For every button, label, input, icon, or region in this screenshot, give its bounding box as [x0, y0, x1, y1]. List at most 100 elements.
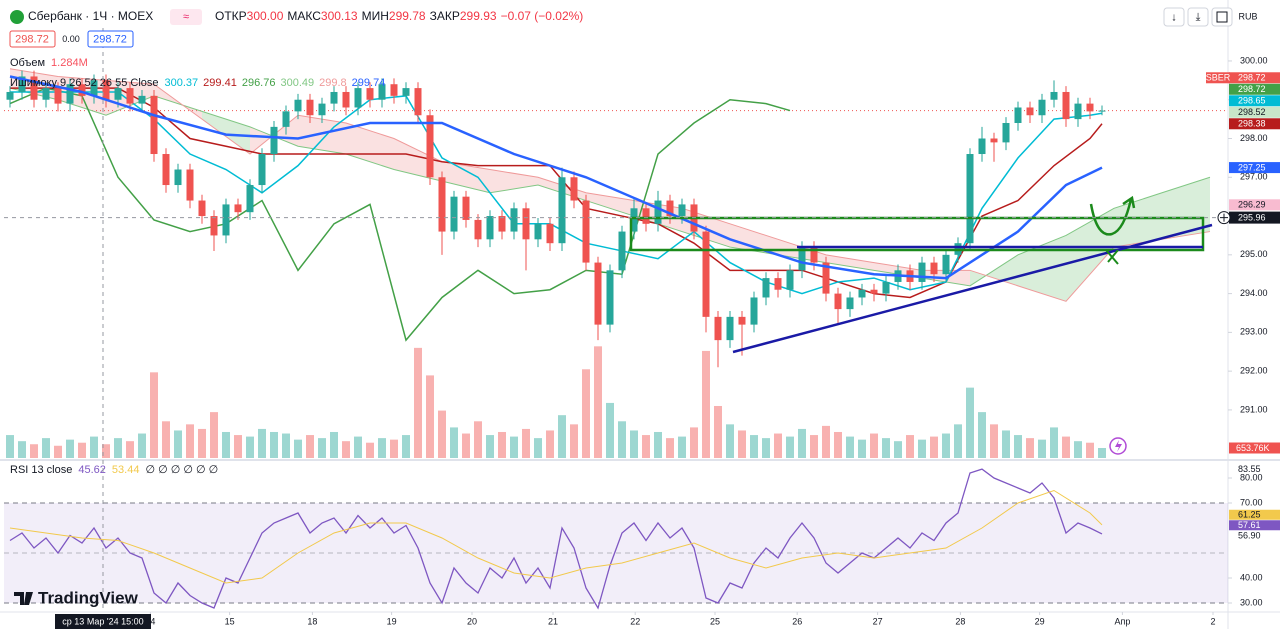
x-tick-label: 26	[792, 616, 802, 626]
candle-body	[78, 84, 86, 96]
drawn-arrow	[1089, 198, 1133, 236]
volume-bar	[534, 438, 542, 458]
x-tick-label: 19	[387, 616, 397, 626]
candle-body	[126, 88, 134, 104]
cloud	[442, 161, 490, 193]
volume-bar	[402, 435, 410, 458]
add-alert-glyph	[1220, 213, 1228, 222]
x-tick-label: 27	[873, 616, 883, 626]
moving-average-line	[9, 75, 1103, 280]
tenkan-line	[10, 91, 1103, 295]
candle-body	[546, 223, 554, 244]
volume-bar	[294, 439, 302, 458]
x-tick-label: 2	[1210, 616, 1215, 626]
volume-bar	[126, 441, 134, 458]
cloud	[1162, 177, 1210, 240]
volume-label-box	[1229, 442, 1280, 454]
candle-body	[162, 154, 170, 186]
volume-bar	[66, 439, 74, 458]
symbol-tag: SBER	[1206, 73, 1231, 83]
cloud	[826, 254, 874, 271]
candle-body	[366, 88, 374, 100]
rsi-legend-value: 45.62	[78, 464, 106, 476]
candle-body	[414, 88, 422, 116]
cloud	[730, 223, 778, 255]
x-tick-label: 25	[710, 616, 720, 626]
candle-body	[198, 200, 206, 217]
rsi-label: 57.61	[1238, 520, 1261, 530]
candle-body	[102, 80, 110, 100]
alert-glyph	[1115, 440, 1122, 452]
candle-body	[462, 196, 470, 220]
price-label-box	[1229, 106, 1280, 118]
toolbar-icon: ↓	[1171, 11, 1177, 23]
candle-body	[258, 154, 266, 186]
candle-body	[534, 223, 542, 240]
candle-body	[294, 99, 302, 112]
symbol-tag-box	[1206, 72, 1230, 84]
rsi-tick-label: 30.00	[1240, 597, 1263, 607]
volume-bar	[462, 433, 470, 458]
volume-bar	[858, 439, 866, 458]
volume-bar	[1014, 435, 1022, 458]
ohlc-value: 299.93	[460, 9, 497, 23]
volume-bar	[978, 412, 986, 458]
volume-bar	[414, 347, 422, 458]
x-tick-label: 29	[1035, 616, 1045, 626]
volume-bar	[918, 439, 926, 458]
drawn-trendline	[732, 223, 1213, 354]
toolbar-button[interactable]	[1187, 7, 1209, 27]
candle-body	[390, 84, 398, 96]
volume-bar	[1086, 442, 1094, 458]
candle-body	[6, 91, 14, 100]
candle-body	[858, 289, 866, 298]
toolbar: ↓ ⤓ RUB	[1163, 7, 1258, 27]
symbol-logo	[10, 10, 24, 24]
crosshair-price-box	[1229, 211, 1280, 224]
price-label-box	[1229, 199, 1280, 211]
candle-body	[1002, 122, 1010, 143]
volume-bar	[1062, 436, 1070, 458]
candle-body	[1086, 103, 1094, 112]
toolbar-button[interactable]	[1211, 7, 1233, 27]
x-tick-label: 18	[307, 616, 317, 626]
rsi-label-box	[1229, 520, 1280, 531]
volume-bar	[306, 435, 314, 458]
currency[interactable]: RUB	[1238, 11, 1257, 21]
bid-price: 298.72	[15, 33, 49, 45]
candle-body	[930, 262, 938, 275]
spread: 0.00	[62, 34, 80, 44]
ask-price: 298.72	[93, 33, 127, 45]
price-label: 298.52	[1238, 107, 1266, 117]
candle-body	[762, 278, 770, 298]
ichimoku-legend-value: 300.37	[165, 77, 199, 89]
volume-bar	[150, 372, 158, 458]
candle-body	[486, 216, 494, 240]
volume-bar	[78, 442, 86, 458]
brand-text: TradingView	[38, 588, 139, 607]
volume-bar	[594, 346, 602, 458]
volume-bar	[906, 435, 914, 458]
ohlc-label: ОТКР	[215, 9, 247, 23]
price-label: 296.29	[1238, 200, 1266, 210]
candle-body	[306, 99, 314, 116]
volume-bar	[426, 375, 434, 458]
volume-bar	[810, 435, 818, 458]
volume-bar	[378, 438, 386, 458]
candle-body	[738, 316, 746, 325]
volume-bar	[750, 435, 758, 458]
ichimoku-legend-value: 299.8	[319, 77, 347, 89]
crosshair-time: ср 13 Мар '24 15:00	[62, 616, 143, 626]
candle-body	[606, 270, 614, 325]
cloud	[202, 111, 250, 155]
toolbar-button[interactable]	[1163, 7, 1185, 27]
volume-bar	[774, 433, 782, 458]
rsi-tick-label: 80.00	[1240, 472, 1263, 482]
ohlc-value: 299.78	[389, 9, 426, 23]
candle-body	[1062, 91, 1070, 120]
symbol-title: Сбербанк · 1Ч · MOEX	[28, 9, 153, 23]
toolbar-icon	[1216, 11, 1228, 23]
brand-mark	[14, 592, 33, 605]
ohlc-label: МАКС	[287, 9, 321, 23]
